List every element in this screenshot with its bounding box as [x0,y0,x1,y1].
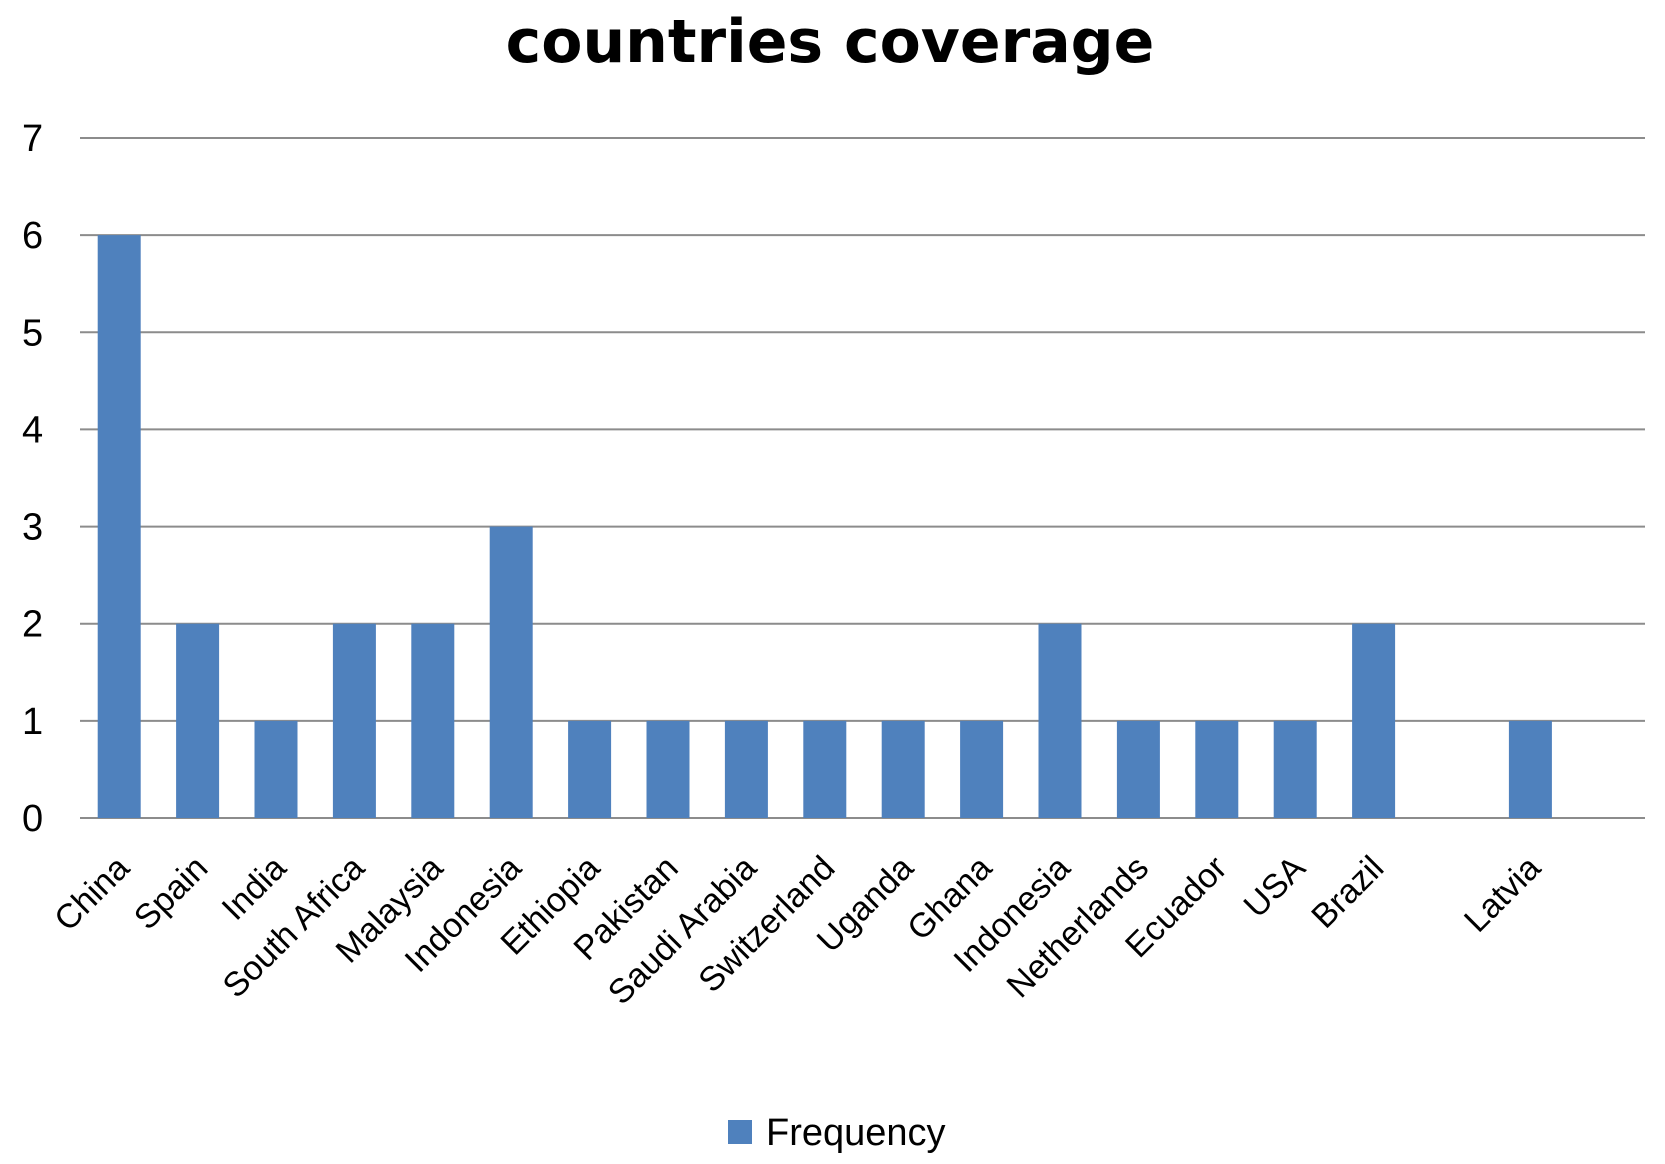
bar [97,235,141,819]
bar [960,720,1004,818]
legend: Frequency [728,1112,946,1154]
legend-swatch [728,1120,752,1144]
legend-label: Frequency [766,1112,946,1154]
x-tick-label: Brazil [1304,849,1391,936]
bar [1195,720,1239,818]
x-tick-label: USA [1237,849,1314,926]
x-tick-label: Spain [127,849,215,937]
y-axis-ticks: 0 1 2 3 4 5 6 7 [22,118,43,840]
y-tick-label: 7 [22,118,43,160]
y-tick-label: 5 [22,312,43,354]
bar [176,623,220,818]
gridlines [80,137,1645,819]
y-tick-label: 4 [22,409,43,451]
y-tick-label: 0 [22,798,43,840]
bar [646,720,690,818]
bar [254,720,298,818]
y-tick-label: 6 [22,215,43,257]
y-tick-label: 3 [22,507,43,549]
y-tick-label: 2 [22,604,43,646]
x-tick-label: China [47,849,137,939]
bar [881,720,925,818]
bar [1352,623,1396,818]
bar [332,623,376,818]
bar [568,720,612,818]
bar [724,720,768,818]
bar [411,623,455,818]
x-tick-label: Latvia [1457,849,1548,940]
bars [97,235,1552,819]
y-tick-label: 1 [22,701,43,743]
bar [1273,720,1317,818]
bar [1508,720,1552,818]
bar [1038,623,1082,818]
bar [1116,720,1160,818]
bar [803,720,847,818]
chart-title: countries coverage [506,7,1155,77]
bar [489,526,533,818]
